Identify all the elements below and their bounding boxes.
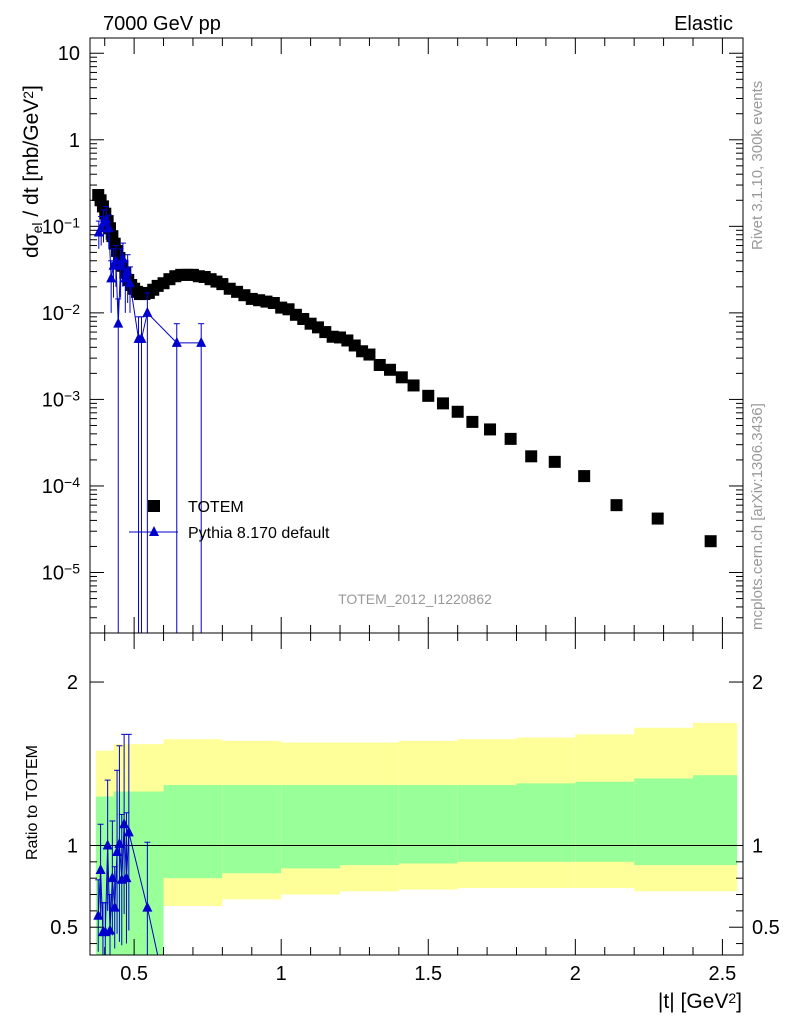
ratio-y-tick-label-right: 0.5 (752, 917, 780, 939)
ratio-x-tick-label: 1.5 (414, 963, 442, 985)
ratio-x-axis-label: |t| [GeV2] (658, 990, 742, 1013)
ratio-pythia-point (121, 872, 132, 883)
ratio-pythia-point (119, 818, 130, 829)
totem-data-point (422, 389, 435, 402)
ratio-y-tick-label: 0.5 (50, 917, 78, 939)
pythia-data-point (142, 306, 153, 317)
pythia-data-point (106, 272, 117, 283)
ratio-pythia-point (102, 839, 113, 850)
ratio-band-inner (163, 785, 223, 879)
pythia-data-point (101, 213, 112, 224)
pythia-data-point (103, 222, 114, 233)
ratio-y-tick-label-right: 2 (752, 672, 763, 694)
legend: TOTEM Pythia 8.170 default (129, 499, 330, 542)
totem-data-point (651, 512, 664, 525)
totem-data-point (704, 535, 717, 548)
main-y-tick-label: 10−3 (42, 388, 80, 412)
ratio-pythia-point (107, 872, 118, 883)
rivet-version-label: Rivet 3.1.10, 300k events (749, 81, 766, 250)
ratio-band-inner (516, 783, 576, 862)
ratio-y-tick-label: 1 (67, 835, 78, 857)
energy-label: 7000 GeV pp (103, 13, 221, 35)
pythia-data-point (171, 336, 182, 347)
main-y-tick-label: 10−2 (42, 301, 80, 325)
ratio-band-inner (340, 785, 399, 866)
totem-data-point (384, 363, 397, 376)
totem-data-point (451, 405, 464, 418)
totem-data-point (373, 358, 386, 371)
legend-marker-pythia (149, 526, 159, 536)
pythia-data-point (120, 272, 131, 283)
main-ticks: 10−5 10−4 10−3 10−2 10−1 1 10 (42, 38, 743, 634)
ratio-x-tick-label: 0.5 (120, 963, 148, 985)
ratio-band-inner (692, 775, 738, 866)
main-panel: 10−5 10−4 10−3 10−2 10−1 1 10 TOTEM_2012_I1220… (20, 37, 744, 634)
ratio-pythia-point (112, 846, 123, 857)
mcplots-label: mcplots.cern.ch [arXiv:1306.3436] (749, 403, 766, 630)
main-y-axis-title: dσel / dt [mb/GeV2] (20, 85, 45, 258)
pythia-data-point (108, 259, 119, 270)
pythia-data-point (125, 277, 136, 288)
ratio-pythia-point (142, 901, 153, 912)
ratio-data-layer (93, 733, 159, 956)
ratio-band-inner (281, 785, 341, 869)
main-plot-frame (89, 37, 744, 634)
totem-data-point (484, 423, 497, 436)
ratio-x-tick-label: 1 (276, 963, 287, 985)
totem-data-point (548, 455, 561, 468)
legend-marker-totem (148, 500, 160, 512)
pythia-data-point (115, 259, 126, 270)
totem-data-point (436, 397, 449, 410)
process-label: Elastic (674, 13, 733, 35)
ratio-y-tick-label: 2 (67, 672, 78, 694)
ratio-uncertainty-bands (95, 722, 738, 955)
ratio-band-inner (457, 785, 517, 862)
totem-data-point (407, 379, 420, 392)
main-data-layer (92, 189, 717, 633)
ratio-pythia-point (95, 864, 106, 875)
ratio-band-inner (398, 785, 458, 864)
legend-label-totem: TOTEM (188, 499, 244, 516)
pythia-data-point (196, 336, 207, 347)
ratio-x-tick-label: 2 (570, 963, 581, 985)
pythia-data-point (96, 222, 107, 233)
ratio-band-inner (575, 781, 635, 862)
ratio-pythia-point (114, 837, 125, 848)
ratio-band-inner (222, 785, 282, 874)
ratio-x-tick-label: 2.5 (709, 963, 737, 985)
pythia-data-point (117, 252, 128, 263)
pythia-data-point (122, 265, 133, 276)
main-y-tick-label: 10−5 (42, 561, 80, 585)
ratio-y-tick-label-right: 1 (752, 835, 763, 857)
ratio-band-inner (634, 778, 693, 866)
ratio-pythia-point (105, 924, 116, 935)
ratio-pythia-point (93, 909, 104, 920)
ratio-y-axis-title: Ratio to TOTEM (24, 745, 41, 860)
main-y-tick-label: 10−1 (42, 215, 80, 239)
totem-data-point (610, 499, 623, 512)
main-y-axis-label: dσel / dt [mb/GeV2] (20, 85, 45, 258)
main-watermark: TOTEM_2012_I1220862 (338, 591, 492, 607)
main-y-tick-label: 10 (58, 43, 80, 65)
ratio-pythia-point (123, 826, 134, 837)
pythia-data-point (136, 332, 147, 343)
totem-data-point (395, 371, 408, 384)
totem-data-point (525, 450, 538, 463)
pythia-data-point (113, 317, 124, 328)
main-y-tick-label: 1 (69, 130, 80, 152)
ratio-pythia-point (109, 901, 120, 912)
totem-data-point (504, 432, 517, 445)
ratio-x-axis-title: |t| [GeV2] (658, 990, 742, 1013)
totem-data-point (363, 348, 376, 361)
totem-data-point (578, 470, 591, 483)
totem-data-point (113, 252, 126, 265)
main-y-tick-label: 10−4 (42, 474, 80, 498)
ratio-ticks: 0.5 0.5 1 1 2 2 0.5 1 1.5 2 2.5 (50, 633, 780, 985)
ratio-plot-frame (89, 632, 744, 956)
legend-label-pythia: Pythia 8.170 default (188, 525, 330, 542)
totem-data-point (466, 415, 479, 428)
totem-data-point (253, 294, 266, 307)
ratio-panel: 0.5 0.5 1 1 2 2 0.5 1 1.5 2 2.5 Ratio to TOTEM |t|… (24, 632, 780, 1013)
